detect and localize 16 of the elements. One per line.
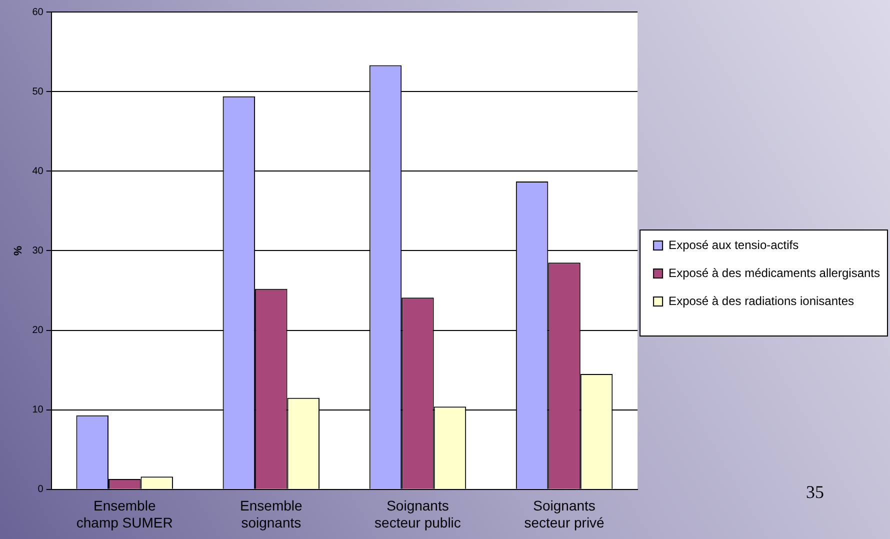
y-tick-label: 0 (38, 484, 44, 496)
y-tick-label: 30 (32, 245, 44, 256)
legend-label: Exposé à des médicaments allergisants (668, 266, 880, 280)
y-axis-title: % (12, 246, 25, 256)
y-tick-label: 20 (32, 325, 44, 336)
x-tick-label: Ensemble champ SUMER (76, 498, 173, 530)
x-tick-label: Ensemble soignants (240, 498, 302, 530)
y-tick-label: 50 (32, 86, 44, 98)
x-tick-label: Soignants secteur public (374, 498, 461, 530)
x-tick-label: Soignants secteur privé (524, 498, 605, 530)
legend-label: Exposé aux tensio-actifs (668, 238, 799, 252)
y-tick-label: 40 (32, 166, 44, 177)
legend-label: Exposé à des radiations ionisantes (668, 294, 854, 308)
text: 35 (806, 482, 824, 502)
y-tick-label: 10 (32, 404, 44, 416)
y-tick-label: 60 (32, 6, 44, 18)
